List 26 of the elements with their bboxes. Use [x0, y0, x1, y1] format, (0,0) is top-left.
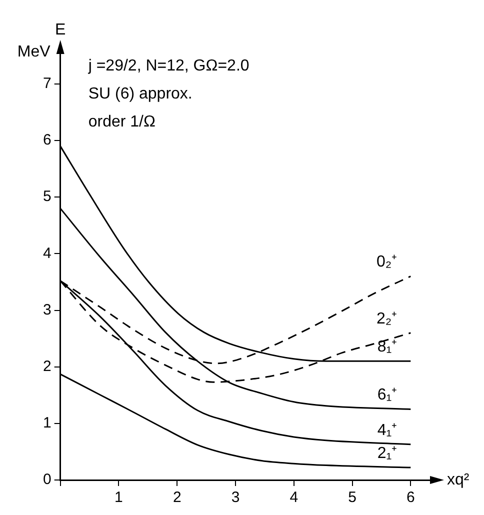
y-tick-label: 3 — [43, 301, 52, 318]
y-tick-label: 2 — [43, 358, 52, 375]
annotation: SU (6) approx. — [88, 85, 192, 102]
y-tick-label: 7 — [43, 75, 52, 92]
annotation: order 1/Ω — [88, 113, 156, 130]
series-label: 4₁⁺ — [377, 422, 397, 439]
series-label: 2₂⁺ — [376, 310, 397, 328]
x-tick-label: 5 — [348, 489, 356, 506]
x-tick-label: 3 — [231, 489, 240, 506]
y-tick-label: 5 — [43, 188, 52, 206]
x-tick-label: 6 — [406, 489, 415, 506]
y-tick-label: 6 — [43, 132, 52, 149]
series-label: 8₁⁺ — [377, 338, 397, 356]
series-label: 2₁⁺ — [377, 444, 397, 462]
y-tick-label: 4 — [43, 244, 52, 262]
x-tick-label: 1 — [114, 489, 123, 506]
y-axis-title: E — [55, 21, 66, 38]
text: MeV — [17, 43, 51, 60]
y-tick-label: 1 — [43, 414, 52, 432]
annotation: j =29/2, N=12, GΩ=2.0 — [87, 57, 250, 74]
y-tick-label: 0 — [43, 471, 52, 488]
x-axis-title: xq² — [447, 471, 470, 488]
series-label: 0₂⁺ — [376, 254, 397, 271]
x-tick-label: 2 — [172, 489, 182, 506]
x-tick-label: 4 — [290, 489, 298, 506]
series-label: 6₁⁺ — [377, 386, 397, 404]
